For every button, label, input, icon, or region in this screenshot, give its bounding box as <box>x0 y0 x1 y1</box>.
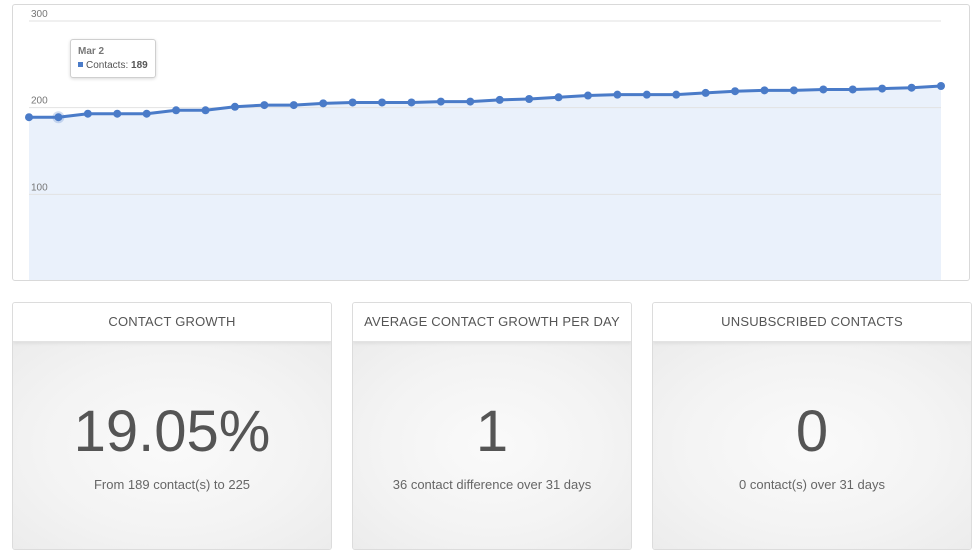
unsubscribed-contacts-card: UNSUBSCRIBED CONTACTS 0 0 contact(s) ove… <box>652 302 972 550</box>
chart-tooltip: Mar 2 Contacts: 189 <box>70 39 156 78</box>
data-point <box>760 86 769 95</box>
data-point <box>789 86 798 95</box>
card-body: 19.05% From 189 contact(s) to 225 <box>13 342 331 549</box>
card-title: AVERAGE CONTACT GROWTH PER DAY <box>353 303 631 342</box>
card-title: UNSUBSCRIBED CONTACTS <box>653 303 971 342</box>
card-value: 1 <box>475 399 509 464</box>
data-point <box>613 90 622 99</box>
card-value: 19.05% <box>73 399 271 464</box>
y-tick-label: 200 <box>31 96 48 107</box>
data-point <box>672 90 681 99</box>
card-subtitle: From 189 contact(s) to 225 <box>93 477 251 492</box>
data-point <box>172 106 181 115</box>
y-tick-label: 100 <box>31 182 48 193</box>
data-point <box>230 102 239 111</box>
data-point <box>319 99 328 108</box>
card-body: 1 36 contact difference over 31 days <box>353 342 631 549</box>
tooltip-series-swatch <box>78 62 83 67</box>
data-point <box>113 109 122 118</box>
data-point <box>201 106 210 115</box>
data-point <box>554 93 563 102</box>
data-point <box>907 83 916 92</box>
data-point <box>583 91 592 100</box>
card-subtitle: 0 contact(s) over 31 days <box>739 477 885 492</box>
tooltip-date: Mar 2 <box>78 46 105 57</box>
data-point <box>260 101 269 110</box>
data-point <box>819 85 828 94</box>
card-subtitle: 36 contact difference over 31 days <box>392 477 592 492</box>
tooltip-value: 189 <box>131 60 148 71</box>
card-value: 0 <box>795 399 829 464</box>
data-point <box>731 87 740 96</box>
data-point <box>348 98 357 107</box>
data-point <box>495 95 504 104</box>
data-point <box>289 101 298 110</box>
data-point <box>54 113 63 122</box>
card-title: CONTACT GROWTH <box>13 303 331 342</box>
data-point <box>436 97 445 106</box>
data-point <box>378 98 387 107</box>
contact-growth-card: CONTACT GROWTH 19.05% From 189 contact(s… <box>12 302 332 550</box>
series-line <box>29 84 942 119</box>
data-point <box>525 95 534 103</box>
tooltip-series-label: Contacts: <box>86 60 129 71</box>
data-point <box>83 109 92 118</box>
data-point <box>407 98 416 107</box>
data-point <box>848 85 857 94</box>
y-tick-label: 300 <box>31 9 48 20</box>
tooltip-row: Contacts: 189 <box>78 59 148 73</box>
card-body: 0 0 contact(s) over 31 days <box>653 342 971 549</box>
series-area-fill <box>29 86 941 280</box>
data-point <box>142 109 151 118</box>
data-point <box>642 90 651 99</box>
contacts-chart-panel: 300 200 100 Mar 2 Contacts: 189 <box>12 4 970 281</box>
data-point <box>937 82 945 90</box>
contacts-area-chart: 300 200 100 <box>25 9 945 280</box>
data-point <box>466 97 475 106</box>
data-point <box>878 84 887 93</box>
data-point <box>701 88 710 97</box>
average-growth-card: AVERAGE CONTACT GROWTH PER DAY 1 36 cont… <box>352 302 632 550</box>
data-point <box>25 113 33 122</box>
